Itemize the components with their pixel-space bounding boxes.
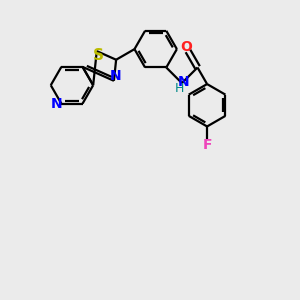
Text: N: N — [178, 75, 190, 89]
Text: N: N — [50, 97, 62, 111]
Text: O: O — [181, 40, 192, 54]
Text: F: F — [202, 138, 212, 152]
Text: N: N — [109, 69, 121, 83]
Text: H: H — [174, 82, 184, 95]
Text: S: S — [93, 48, 104, 63]
